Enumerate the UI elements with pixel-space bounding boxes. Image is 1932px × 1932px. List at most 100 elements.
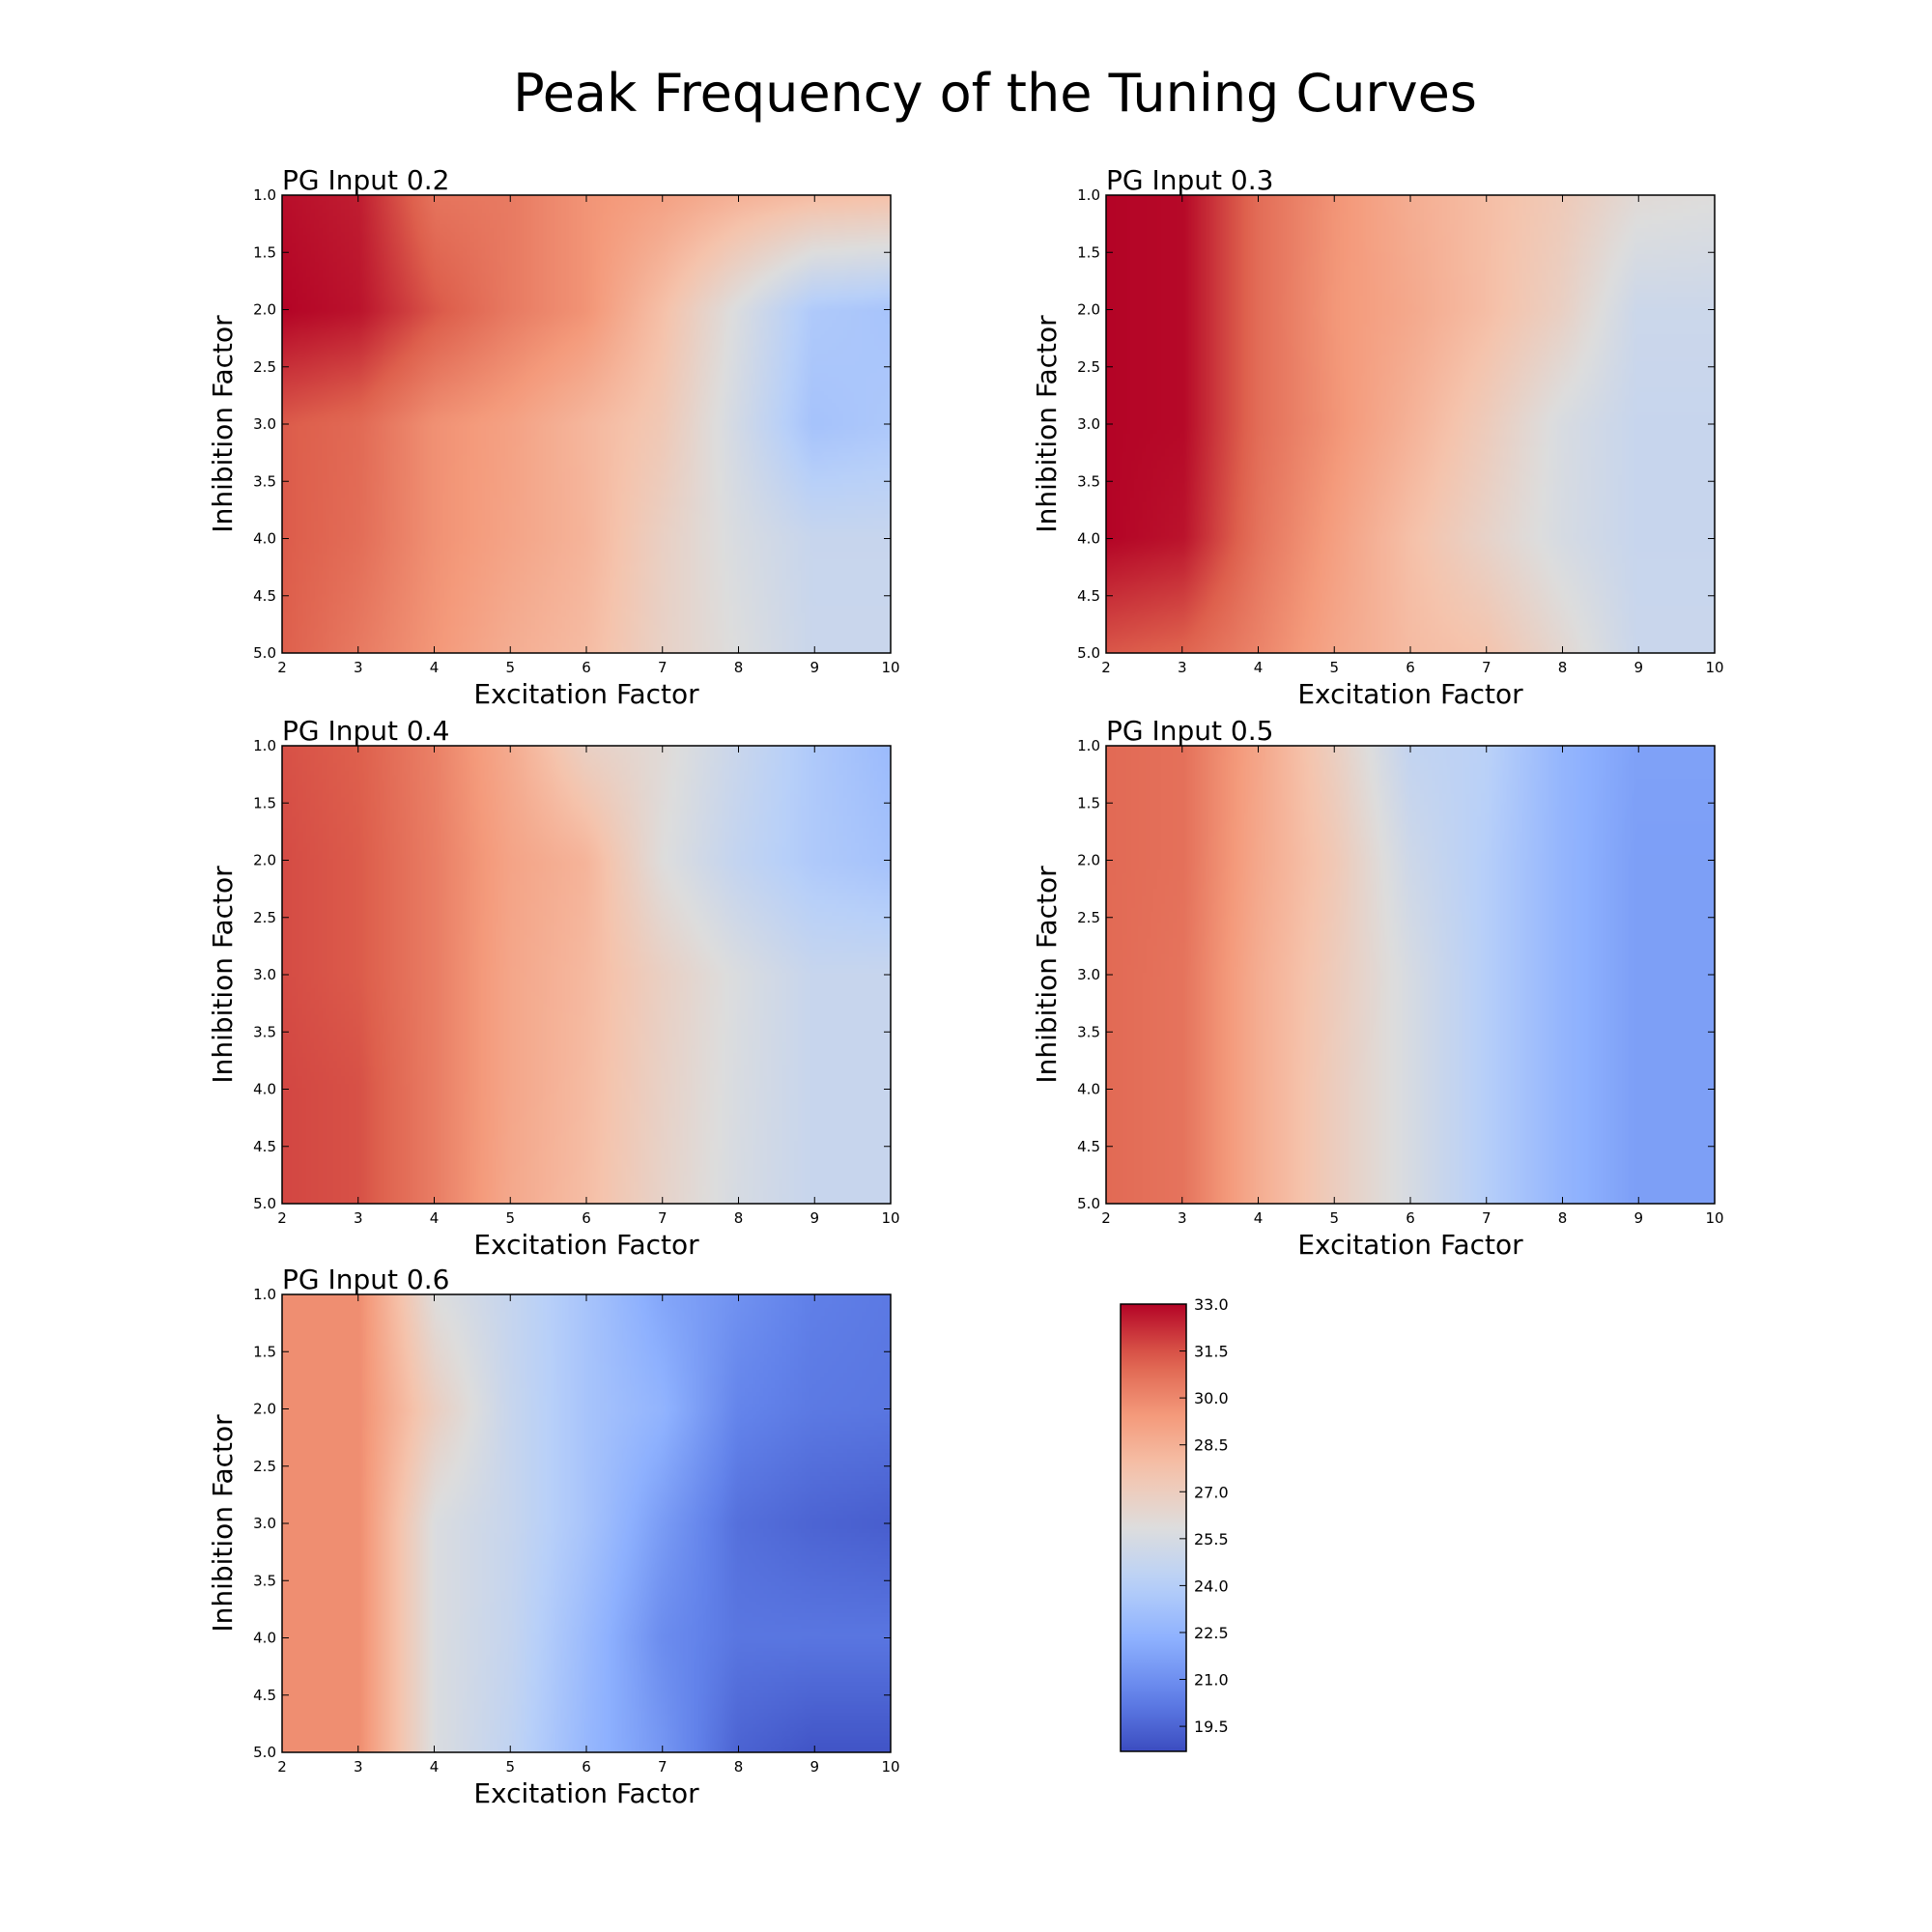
y-tick-label: 3.0 (253, 966, 276, 983)
x-tick-label: 6 (1406, 1209, 1415, 1227)
x-tick-label: 4 (430, 659, 440, 676)
panel-title: PG Input 0.2 (282, 164, 449, 196)
y-tick-label: 2.5 (1077, 909, 1100, 926)
y-tick-label: 5.0 (1077, 1195, 1100, 1212)
x-tick-label: 8 (734, 1758, 744, 1776)
heatmap-panel: 2 3 4 5 6 7 8 9 10 1.0 1.5 2.0 2.5 3.0 3.5 4.0 4.5 5.0 PG … (207, 1264, 900, 1809)
y-tick-label: 4.0 (253, 530, 276, 548)
y-tick-label: 5.0 (1077, 644, 1100, 662)
colorbar-tick-label: 19.5 (1194, 1718, 1229, 1736)
x-tick-label: 10 (1705, 659, 1723, 676)
x-axis-label: Excitation Factor (1297, 678, 1523, 710)
y-tick-label: 1.5 (1077, 243, 1100, 261)
y-tick-label: 2.0 (253, 1401, 276, 1418)
x-tick-label: 2 (277, 659, 287, 676)
y-tick-label: 1.5 (253, 794, 276, 811)
x-tick-label: 6 (582, 1209, 591, 1227)
x-tick-label: 8 (1558, 1209, 1568, 1227)
y-tick-label: 2.0 (1077, 301, 1100, 319)
x-tick-label: 10 (1705, 1209, 1723, 1227)
heatmap-panel: 2 3 4 5 6 7 8 9 10 1.0 1.5 2.0 2.5 3.0 3.5 4.0 4.5 5.0 PG … (207, 715, 900, 1261)
x-tick-label: 4 (430, 1758, 440, 1776)
colorbar-tick-label: 33.0 (1194, 1295, 1229, 1314)
panel-title: PG Input 0.4 (282, 715, 449, 747)
x-tick-label: 5 (505, 659, 515, 676)
y-tick-label: 1.5 (253, 1343, 276, 1360)
y-tick-label: 4.5 (1077, 1138, 1100, 1155)
heatmap-panel: 2 3 4 5 6 7 8 9 10 1.0 1.5 2.0 2.5 3.0 3.5 4.0 4.5 5.0 PG … (207, 164, 900, 710)
x-tick-label: 2 (1101, 1209, 1111, 1227)
y-axis-label: Inhibition Factor (207, 866, 239, 1084)
y-tick-label: 5.0 (253, 644, 276, 662)
x-axis-label: Excitation Factor (473, 678, 699, 710)
x-tick-label: 7 (658, 1209, 668, 1227)
colorbar-tick-label: 28.5 (1194, 1436, 1229, 1455)
y-axis-label: Inhibition Factor (207, 1414, 239, 1633)
x-tick-label: 9 (810, 1209, 819, 1227)
y-tick-label: 3.5 (1077, 472, 1100, 490)
x-tick-label: 9 (810, 659, 819, 676)
x-tick-label: 9 (810, 1758, 819, 1776)
colorbar-tick-label: 21.0 (1194, 1671, 1229, 1690)
x-tick-label: 7 (1482, 1209, 1492, 1227)
y-tick-label: 2.5 (253, 1458, 276, 1475)
y-tick-label: 3.5 (253, 472, 276, 490)
x-tick-label: 5 (1329, 659, 1339, 676)
y-tick-label: 1.0 (1077, 737, 1100, 754)
x-tick-label: 4 (1254, 1209, 1264, 1227)
x-tick-label: 10 (881, 659, 899, 676)
y-tick-label: 1.5 (1077, 794, 1100, 811)
x-tick-label: 2 (277, 1758, 287, 1776)
y-tick-label: 2.5 (253, 909, 276, 926)
colorbar: 33.0 31.5 30.0 28.5 27.0 25.5 24.0 22.5 21.0 19.5 (1120, 1295, 1229, 1752)
y-tick-label: 2.5 (253, 358, 276, 376)
y-tick-label: 5.0 (253, 1744, 276, 1761)
heatmap-image (282, 746, 891, 1204)
x-tick-label: 10 (881, 1758, 899, 1776)
y-tick-label: 1.5 (253, 243, 276, 261)
y-tick-label: 4.0 (1077, 1081, 1100, 1098)
colorbar-tick-label: 27.0 (1194, 1483, 1229, 1501)
figure-title: Peak Frequency of the Tuning Curves (513, 63, 1477, 124)
panel-title: PG Input 0.3 (1106, 164, 1273, 196)
x-tick-label: 4 (1254, 659, 1264, 676)
y-tick-label: 4.5 (1077, 587, 1100, 605)
heatmap-image (1106, 195, 1715, 653)
x-tick-label: 5 (505, 1758, 515, 1776)
y-tick-label: 3.5 (1077, 1023, 1100, 1040)
x-tick-label: 5 (1329, 1209, 1339, 1227)
colorbar-tick-label: 25.5 (1194, 1530, 1229, 1548)
x-tick-label: 9 (1634, 659, 1643, 676)
y-tick-label: 3.0 (253, 415, 276, 433)
y-axis-label: Inhibition Factor (207, 315, 239, 533)
y-tick-label: 3.5 (253, 1023, 276, 1040)
x-tick-label: 6 (1406, 659, 1415, 676)
heatmap-image (282, 1294, 891, 1752)
x-tick-label: 4 (430, 1209, 440, 1227)
colorbar-tick-label: 30.0 (1194, 1389, 1229, 1407)
x-axis-label: Excitation Factor (1297, 1229, 1523, 1261)
x-tick-label: 6 (582, 659, 591, 676)
colorbar-tick-label: 24.0 (1194, 1577, 1229, 1595)
y-tick-label: 3.0 (253, 1515, 276, 1532)
heatmap-image (1106, 746, 1715, 1204)
y-axis-label: Inhibition Factor (1031, 866, 1063, 1084)
x-tick-label: 7 (1482, 659, 1492, 676)
y-axis-label: Inhibition Factor (1031, 315, 1063, 533)
x-tick-label: 10 (881, 1209, 899, 1227)
x-tick-label: 3 (354, 659, 363, 676)
x-tick-label: 2 (277, 1209, 287, 1227)
x-tick-label: 3 (1178, 659, 1187, 676)
y-tick-label: 2.0 (1077, 852, 1100, 869)
y-tick-label: 4.0 (1077, 530, 1100, 548)
x-tick-label: 9 (1634, 1209, 1643, 1227)
heatmap-panel: 2 3 4 5 6 7 8 9 10 1.0 1.5 2.0 2.5 3.0 3.5 4.0 4.5 5.0 PG … (1031, 715, 1724, 1261)
x-tick-label: 5 (505, 1209, 515, 1227)
y-tick-label: 4.0 (253, 1081, 276, 1098)
x-tick-label: 8 (734, 659, 744, 676)
x-tick-label: 3 (354, 1209, 363, 1227)
panel-title: PG Input 0.5 (1106, 715, 1273, 747)
y-tick-label: 1.0 (1077, 186, 1100, 204)
panel-title: PG Input 0.6 (282, 1264, 449, 1295)
